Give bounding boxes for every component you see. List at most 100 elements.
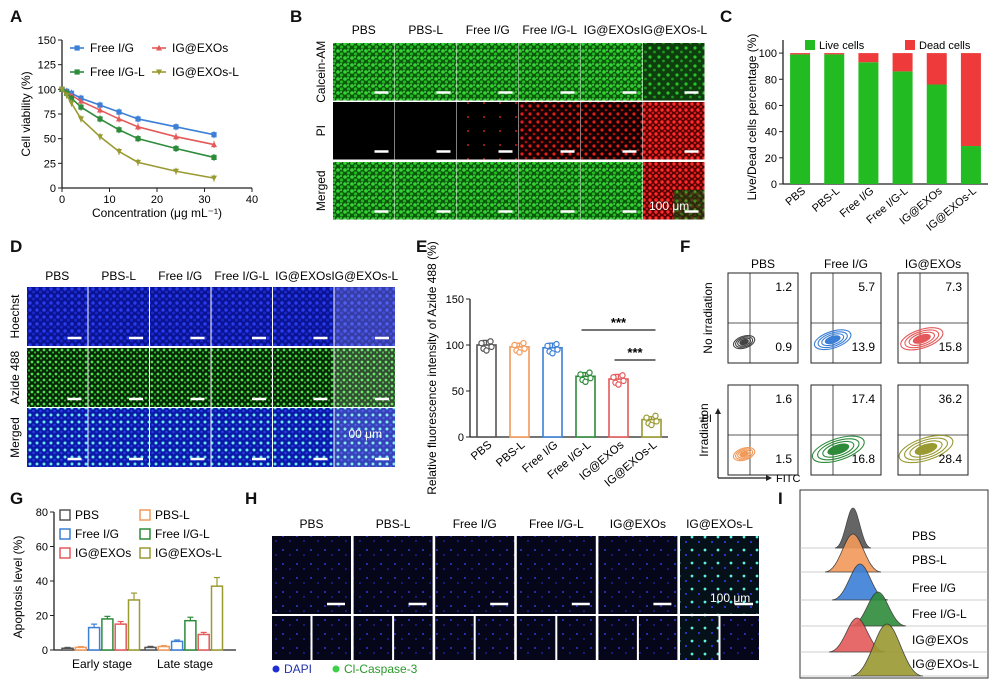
contour [827,443,850,456]
legend-marker [74,69,80,75]
y-tick-label: 0 [458,432,464,444]
contour [737,337,752,347]
panel-b-micrographs: PBS PBS-L Free I/G Free I/G-L IG@EXOs IG@EXOs… [314,23,708,220]
y-tick-label: 150 [38,35,56,47]
panel-letter: G [10,489,23,508]
contour [914,443,938,455]
column-label: Free I/G [466,23,510,37]
micrograph-tile [150,408,211,467]
micrograph-tile [395,43,457,101]
quadrant-value: 1.2 [775,280,792,294]
row-label: No irradiation [701,282,715,353]
y-tick-label: 20 [36,611,48,623]
quadrant-value: 1.5 [775,452,792,466]
bar [87,626,101,651]
x-tick-label: 30 [198,194,210,206]
data-point [488,343,495,351]
column-label: PBS [45,269,69,283]
contour [904,329,940,349]
data-point [59,86,65,93]
bar [476,344,497,438]
legend-swatch-dead [905,40,915,50]
y-tick-label: 150 [446,294,464,306]
legend-marker [156,44,162,51]
column-label: PBS [751,257,775,271]
histogram-label: IG@EXOs-L [912,657,979,671]
data-point [615,381,622,388]
legend-swatch [139,547,151,559]
micrograph-tile [353,536,433,614]
panel-d-micrographs: PBS PBS-L Free I/G Free I/G-L IG@EXOs IG@EXOs… [8,269,399,467]
x-tick-label: PBS [469,439,495,463]
data-point [63,92,70,99]
data-point [653,418,660,425]
micrograph-tile [150,348,211,407]
column-label: Free I/G [158,269,202,283]
data-point [586,369,593,376]
arrow-head [715,408,721,414]
micrograph-tile [598,536,678,614]
contour [824,335,841,345]
contour [732,334,756,350]
y-tick-label: 20 [765,153,777,165]
data-point [116,127,122,133]
quadrant-value: 16.8 [852,452,876,466]
data-point [553,340,560,348]
contour [732,446,756,462]
panel-letter: I [778,489,783,508]
data-point [173,133,179,140]
x-tick-label: Late stage [157,657,213,671]
micrograph-inset [638,616,678,660]
panel-letter: E [416,237,427,256]
quadrant-value: 15.8 [939,340,963,354]
data-point [116,148,122,155]
bar [210,585,224,651]
y-axis-label: Relative fluorescence intensity of Azide… [425,241,439,494]
data-point [135,116,141,122]
bar-dead [892,53,913,72]
axis-label: FITC [776,473,800,485]
micrograph-tile [88,348,149,407]
y-axis-label: Cell viability (%) [19,71,33,156]
data-point [487,338,494,345]
data-point [619,372,626,379]
micrograph-overlay [673,190,705,220]
row-label: Merged [314,170,328,211]
column-label: IG@EXOs [584,23,640,37]
quadrant-value: 1.6 [775,392,792,406]
bar-live [858,62,879,184]
bar [144,646,157,651]
bar-live [926,84,947,184]
bar-live [892,71,913,184]
panel-e-chart: 0 50 100 150 Relative fluorescence intensity… [425,241,668,495]
column-label: Free I/G [453,517,497,531]
flow-plot [727,272,799,364]
micrograph-tile [581,43,643,101]
legend-swatch [139,528,151,540]
panel-letter: F [680,237,690,256]
y-tick-label: 50 [452,386,464,398]
micrograph-tile [211,287,272,346]
panel-letter: D [10,237,22,256]
micrograph-inset [680,616,719,660]
legend-swatch [59,509,71,521]
micrograph-tile [457,102,519,160]
data-point [68,95,75,101]
micrograph-tile [88,408,149,467]
legend-label: Free I/G [75,527,119,541]
legend-label: Cl-Caspase-3 [344,662,418,676]
column-label: Free I/G-L [529,517,584,531]
quadrant-value: 13.9 [852,340,876,354]
row-label: Merged [8,417,22,458]
micrograph-tile [395,162,457,220]
histogram-peak [834,507,872,549]
micrograph-tile [519,162,581,220]
bar-dead [824,53,845,55]
micrograph-tile [27,408,88,467]
arrow-head [766,475,772,481]
contour [739,450,749,458]
data-point [97,116,103,122]
flow-plot [810,272,882,364]
data-point [97,134,103,140]
